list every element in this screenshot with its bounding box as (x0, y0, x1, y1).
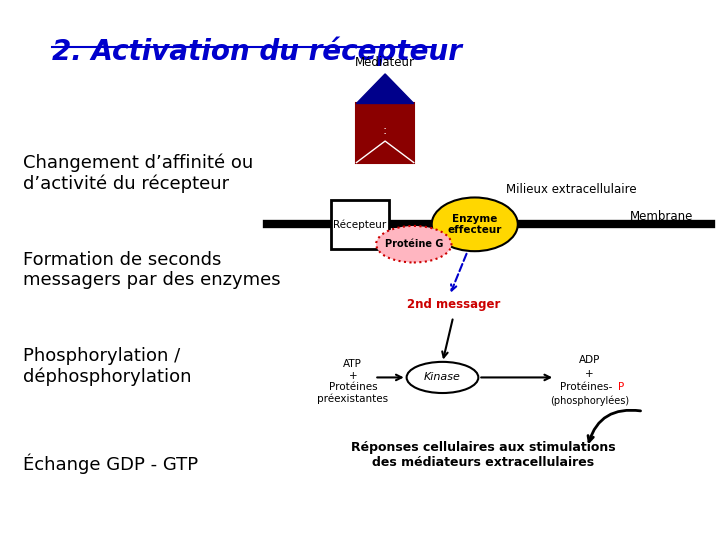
Text: Échange GDP - GTP: Échange GDP - GTP (23, 453, 198, 474)
Text: Protéines-: Protéines- (559, 382, 612, 392)
Text: Kinase: Kinase (424, 373, 461, 382)
Text: :: : (383, 124, 387, 137)
Text: Réponses cellulaires aux stimulations
des médiateurs extracellulaires: Réponses cellulaires aux stimulations de… (351, 441, 616, 469)
Text: +: + (585, 369, 594, 379)
Text: Récepteur: Récepteur (333, 219, 387, 230)
Text: Médiateur: Médiateur (355, 56, 415, 69)
Ellipse shape (376, 226, 451, 262)
Text: 2nd messager: 2nd messager (407, 299, 500, 312)
Text: (phosphorylées): (phosphorylées) (550, 395, 629, 406)
Polygon shape (356, 74, 414, 104)
FancyBboxPatch shape (330, 200, 390, 248)
Text: Membrane: Membrane (630, 210, 693, 223)
Text: Milieux extracellulaire: Milieux extracellulaire (506, 183, 637, 196)
Text: P: P (618, 382, 624, 392)
Text: ATP
+
Protéines
préexistantes: ATP + Protéines préexistantes (318, 359, 388, 404)
Text: 2. Activation du récepteur: 2. Activation du récepteur (52, 36, 462, 66)
Ellipse shape (432, 198, 518, 251)
Ellipse shape (407, 362, 478, 393)
Text: ADP: ADP (579, 355, 600, 365)
Bar (356, 104, 414, 163)
Text: Protéine G: Protéine G (384, 239, 443, 249)
Text: Changement d’affinité ou
d’activité du récepteur: Changement d’affinité ou d’activité du r… (23, 153, 253, 193)
Text: Phosphorylation /
déphosphorylation: Phosphorylation / déphosphorylation (23, 347, 192, 387)
Text: Formation de seconds
messagers par des enzymes: Formation de seconds messagers par des e… (23, 251, 281, 289)
Text: Enzyme
effecteur: Enzyme effecteur (448, 213, 502, 235)
